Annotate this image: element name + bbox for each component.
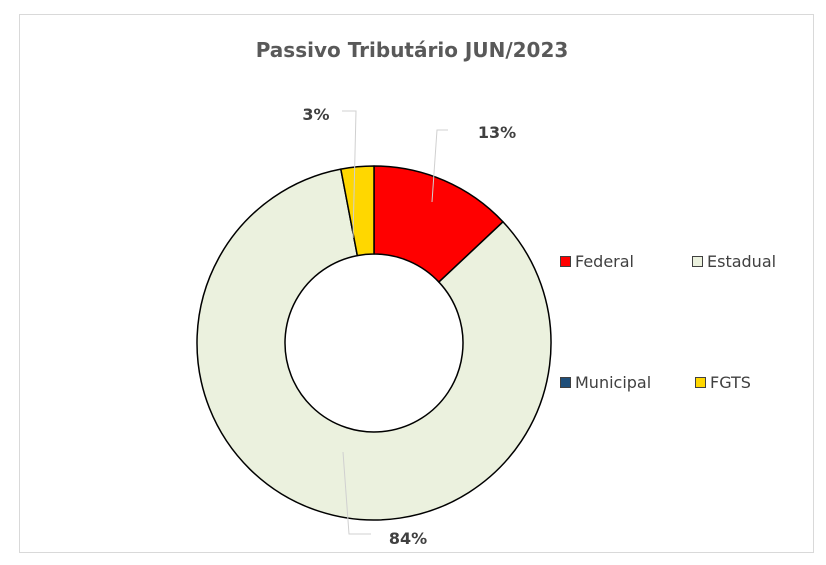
legend-label-municipal: Municipal	[575, 373, 652, 392]
legend-swatch-federal	[560, 256, 571, 267]
data-label-fgts: 3%	[302, 105, 329, 124]
chart-title: Passivo Tributário JUN/2023	[255, 38, 569, 62]
legend-swatch-fgts	[695, 377, 706, 388]
legend-item-federal: Federal	[560, 252, 634, 271]
legend-item-fgts: FGTS	[695, 373, 751, 392]
slice-fgts	[340, 165, 375, 257]
data-label-federal: 13%	[478, 123, 516, 142]
legend-item-municipal: Municipal	[560, 373, 651, 392]
legend-label-estadual: Estadual	[707, 252, 777, 271]
leader-line-estadual	[342, 451, 371, 535]
leader-line-federal	[431, 129, 448, 203]
legend-label-fgts: FGTS	[710, 373, 751, 392]
leader-line-fgts	[342, 110, 357, 239]
legend-item-estadual: Estadual	[692, 252, 776, 271]
data-label-estadual: 84%	[389, 529, 427, 548]
legend-swatch-estadual	[692, 256, 703, 267]
slice-estadual	[196, 168, 552, 521]
legend-swatch-municipal	[560, 377, 571, 388]
legend-label-federal: Federal	[575, 252, 634, 271]
